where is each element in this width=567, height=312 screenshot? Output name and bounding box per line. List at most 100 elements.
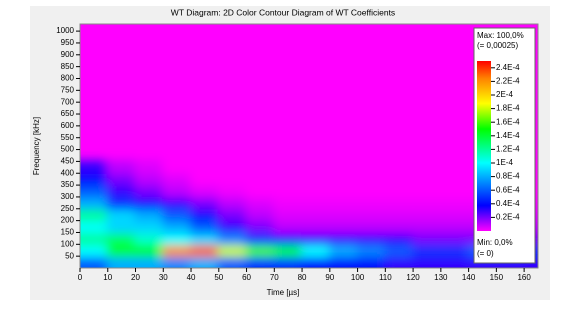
contour-cell	[439, 207, 470, 222]
contour-cell	[384, 207, 415, 222]
contour-cell	[245, 207, 276, 222]
contour-cell	[412, 195, 442, 210]
colorbar-tick-label: 0.8E-4	[496, 172, 520, 181]
contour-cell	[190, 207, 220, 222]
contour-cell	[162, 231, 193, 246]
contour-cell	[412, 231, 442, 246]
contour-cell	[106, 231, 137, 246]
y-tick-label: 200	[61, 216, 75, 225]
contour-cell	[301, 184, 331, 198]
contour-cell	[384, 219, 415, 234]
contour-cell	[439, 255, 470, 268]
x-tick-label: 70	[270, 273, 279, 282]
contour-cell	[384, 184, 415, 198]
contour-cell	[106, 255, 137, 268]
contour-cell	[273, 195, 304, 210]
contour-cell	[328, 160, 359, 175]
contour-cell	[162, 255, 193, 268]
contour-cell	[245, 219, 276, 234]
colorbar-tick-label: 0.6E-4	[496, 185, 520, 194]
contour-cell	[190, 243, 220, 258]
contour-cell	[439, 231, 470, 246]
y-tick-label: 950	[61, 38, 75, 47]
x-tick-label: 120	[406, 273, 420, 282]
y-tick-label: 250	[61, 204, 75, 213]
contour-cell	[134, 172, 165, 187]
contour-cell	[439, 172, 470, 187]
contour-cell	[134, 207, 165, 222]
y-tick-label: 600	[61, 121, 75, 130]
colorbar-tick-label: 1.6E-4	[496, 117, 520, 126]
y-tick-label: 650	[61, 109, 75, 118]
y-tick-label: 800	[61, 74, 75, 83]
x-tick-label: 90	[325, 273, 334, 282]
contour-cell	[245, 160, 276, 175]
contour-cell	[356, 172, 387, 187]
contour-cell	[273, 231, 304, 246]
contour-cell	[301, 195, 331, 210]
contour-cell	[80, 195, 109, 210]
contour-cell	[80, 172, 109, 187]
contour-cell	[245, 172, 276, 187]
x-tick-label: 160	[517, 273, 531, 282]
contour-cell	[412, 172, 442, 187]
contour-cell	[439, 243, 470, 258]
contour-cell	[217, 207, 248, 222]
contour-cell	[134, 255, 165, 268]
contour-cell	[412, 207, 442, 222]
x-tick-label: 130	[434, 273, 448, 282]
x-tick-label: 30	[159, 273, 168, 282]
y-tick-label: 400	[61, 168, 75, 177]
contour-cell	[412, 243, 442, 258]
contour-cell	[356, 195, 387, 210]
x-tick-label: 60	[242, 273, 251, 282]
contour-cell	[412, 219, 442, 234]
contour-cell	[356, 184, 387, 198]
contour-cell	[273, 207, 304, 222]
y-tick-label: 850	[61, 62, 75, 71]
contour-cell	[273, 172, 304, 187]
contour-cell	[412, 184, 442, 198]
contour-cell	[245, 255, 276, 268]
y-tick-label: 450	[61, 157, 75, 166]
max-value-label: (= 0,00025)	[477, 41, 518, 50]
x-tick-label: 20	[131, 273, 140, 282]
y-axis-label: Frequency [kHz]	[32, 117, 41, 175]
min-label: Min: 0,0%	[477, 238, 513, 247]
contour-cell	[384, 231, 415, 246]
contour-cell	[328, 172, 359, 187]
contour-cell	[80, 231, 109, 246]
contour-cell	[106, 160, 137, 175]
contour-cell	[134, 160, 165, 175]
contour-cell	[356, 243, 387, 258]
contour-cell	[217, 172, 248, 187]
contour-cell	[384, 160, 415, 175]
contour-cell	[80, 184, 109, 198]
x-axis-label: Time [µs]	[267, 288, 300, 297]
colorbar-tick-label: 2.2E-4	[496, 77, 520, 86]
contour-cell	[134, 184, 165, 198]
contour-cell	[384, 255, 415, 268]
contour-cell	[384, 243, 415, 258]
colorbar-tick-label: 1E-4	[496, 158, 513, 167]
contour-cell	[80, 243, 109, 258]
contour-cell	[328, 184, 359, 198]
contour-cell	[356, 207, 387, 222]
contour-cell	[80, 207, 109, 222]
contour-cell	[439, 184, 470, 198]
contour-cell	[273, 184, 304, 198]
contour-cell	[190, 195, 220, 210]
x-tick-label: 80	[298, 273, 307, 282]
contour-cell	[106, 207, 137, 222]
contour-cell	[328, 255, 359, 268]
contour-cell	[190, 219, 220, 234]
contour-cell	[356, 231, 387, 246]
x-tick-label: 140	[462, 273, 476, 282]
contour-cell	[301, 207, 331, 222]
contour-cell	[356, 219, 387, 234]
contour-cell	[412, 160, 442, 175]
contour-cell	[190, 160, 220, 175]
contour-cell	[162, 184, 193, 198]
contour-cell	[217, 255, 248, 268]
y-tick-label: 900	[61, 50, 75, 59]
